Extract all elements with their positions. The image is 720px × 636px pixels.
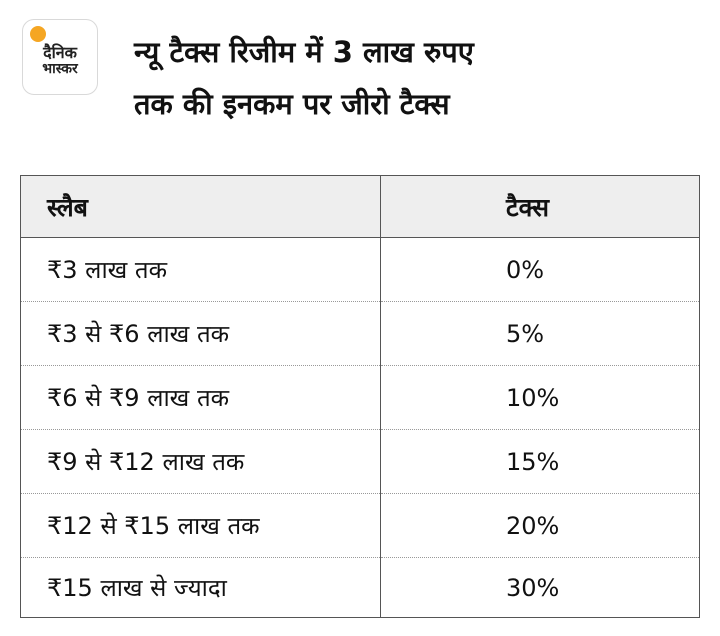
slab-cell: ₹6 से ₹9 लाख तक <box>20 365 381 430</box>
logo-text-line1: दैनिक <box>43 43 77 63</box>
tax-rate-cell: 5% <box>380 301 700 366</box>
slab-cell: ₹9 से ₹12 लाख तक <box>20 429 381 494</box>
tax-rate-cell: 15% <box>380 429 700 494</box>
sun-logo-icon <box>30 26 46 42</box>
page-title: न्यू टैक्स रिजीम में 3 लाख रुपए तक की इन… <box>134 26 694 130</box>
header-slab: स्लैब <box>20 175 381 238</box>
tax-slab-table: स्लैब टैक्स ₹3 लाख तक 0% ₹3 से ₹6 लाख तक… <box>20 175 700 618</box>
logo-text-line2: भास्कर <box>42 61 78 78</box>
title-line-1: न्यू टैक्स रिजीम में 3 लाख रुपए <box>134 35 474 69</box>
slab-cell: ₹15 लाख से ज्यादा <box>20 557 381 618</box>
title-line-2: तक की इनकम पर जीरो टैक्स <box>134 87 450 121</box>
tax-rate-cell: 10% <box>380 365 700 430</box>
table-row: ₹9 से ₹12 लाख तक 15% <box>20 429 700 494</box>
table-row: ₹3 लाख तक 0% <box>20 237 700 302</box>
tax-rate-cell: 20% <box>380 493 700 558</box>
table-row: ₹3 से ₹6 लाख तक 5% <box>20 301 700 366</box>
tax-rate-cell: 30% <box>380 557 700 618</box>
slab-cell: ₹12 से ₹15 लाख तक <box>20 493 381 558</box>
table-row: ₹12 से ₹15 लाख तक 20% <box>20 493 700 558</box>
tax-rate-cell: 0% <box>380 237 700 302</box>
slab-cell: ₹3 से ₹6 लाख तक <box>20 301 381 366</box>
slab-cell: ₹3 लाख तक <box>20 237 381 302</box>
dainik-bhaskar-logo: दैनिक भास्कर <box>22 19 98 95</box>
table-header-row: स्लैब टैक्स <box>20 175 700 238</box>
header-tax: टैक्स <box>380 175 700 238</box>
table-row: ₹6 से ₹9 लाख तक 10% <box>20 365 700 430</box>
table-row: ₹15 लाख से ज्यादा 30% <box>20 557 700 618</box>
